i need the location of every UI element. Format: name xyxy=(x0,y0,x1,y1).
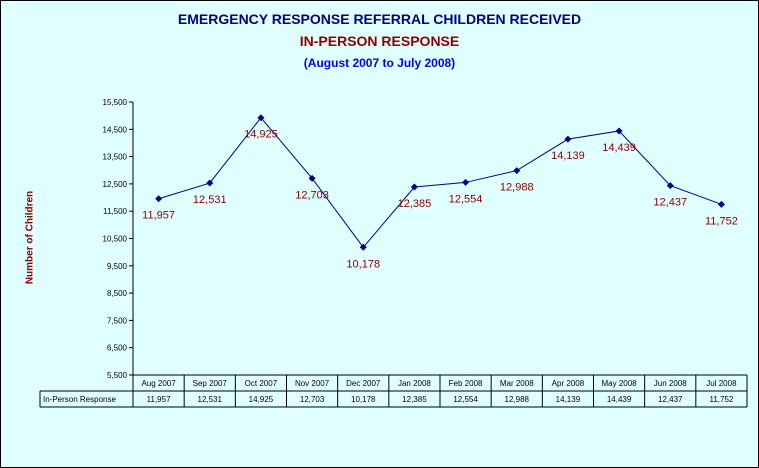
table-value-cell: 14,139 xyxy=(556,395,581,404)
table-value-cell: 12,703 xyxy=(300,395,325,404)
data-point-marker xyxy=(206,179,214,187)
y-tick-label: 14,500 xyxy=(103,125,128,134)
data-point-marker xyxy=(564,135,572,143)
x-category-label: Oct 2007 xyxy=(245,379,278,388)
table-value-cell: 12,554 xyxy=(453,395,478,404)
x-category-label: Dec 2007 xyxy=(346,379,381,388)
x-category-label: Sep 2007 xyxy=(193,379,228,388)
y-tick-label: 12,500 xyxy=(103,180,128,189)
x-category-label: Jan 2008 xyxy=(398,379,431,388)
x-category-label: Nov 2007 xyxy=(295,379,330,388)
table-value-cell: 12,531 xyxy=(198,395,223,404)
y-tick-label: 15,500 xyxy=(103,98,128,107)
y-tick-label: 13,500 xyxy=(103,153,128,162)
y-tick-label: 6,500 xyxy=(107,344,128,353)
y-tick-label: 11,500 xyxy=(103,207,127,216)
table-value-cell: 14,925 xyxy=(249,395,274,404)
series-line-in-person-response xyxy=(158,116,722,249)
data-point-marker xyxy=(155,195,163,203)
data-label: 12,988 xyxy=(500,182,534,194)
y-tick-label: 5,500 xyxy=(107,371,128,380)
x-category-label: Feb 2008 xyxy=(449,379,483,388)
table-value-cell: 11,752 xyxy=(709,395,733,404)
data-point-marker xyxy=(462,178,470,186)
data-point-marker xyxy=(359,243,367,251)
data-label: 10,178 xyxy=(346,258,380,270)
data-point-marker xyxy=(257,114,265,122)
chart-title: EMERGENCY RESPONSE REFERRAL CHILDREN REC… xyxy=(177,11,582,27)
data-label: 12,437 xyxy=(653,197,687,209)
data-label: 12,531 xyxy=(193,194,227,206)
data-label: 14,439 xyxy=(602,142,636,154)
table-value-cell: 12,437 xyxy=(658,395,683,404)
chart-subtitle: IN-PERSON RESPONSE xyxy=(299,33,460,49)
y-tick-label: 9,500 xyxy=(107,262,128,271)
x-category-label: Jul 2008 xyxy=(706,379,737,388)
y-tick-label: 8,500 xyxy=(107,289,128,298)
x-category-label: Jun 2008 xyxy=(654,379,687,388)
data-point-marker xyxy=(513,167,521,175)
table-value-cell: 10,178 xyxy=(351,395,376,404)
data-point-marker xyxy=(615,127,623,135)
x-category-label: Aug 2007 xyxy=(141,379,176,388)
data-label: 12,703 xyxy=(295,189,329,201)
x-category-label: Apr 2008 xyxy=(552,379,585,388)
data-label: 11,957 xyxy=(142,210,175,222)
data-point-marker xyxy=(308,174,316,182)
x-category-label: Mar 2008 xyxy=(500,379,534,388)
data-label: 14,925 xyxy=(244,129,278,141)
data-label: 12,385 xyxy=(398,198,432,210)
data-label: 12,554 xyxy=(449,193,483,205)
table-value-cell: 11,957 xyxy=(147,395,171,404)
data-point-marker xyxy=(666,182,674,190)
data-point-marker xyxy=(410,183,418,191)
data-point-marker xyxy=(717,200,725,208)
table-value-cell: 14,439 xyxy=(607,395,632,404)
x-category-label: May 2008 xyxy=(602,379,638,388)
data-label: 14,139 xyxy=(551,150,585,162)
table-value-cell: 12,385 xyxy=(402,395,427,404)
y-tick-label: 10,500 xyxy=(103,235,128,244)
data-label: 11,752 xyxy=(705,215,738,227)
y-tick-label: 7,500 xyxy=(107,316,128,325)
table-value-cell: 12,988 xyxy=(505,395,530,404)
chart-period: (August 2007 to July 2008) xyxy=(303,56,456,70)
table-series-name: In-Person Response xyxy=(43,395,116,404)
